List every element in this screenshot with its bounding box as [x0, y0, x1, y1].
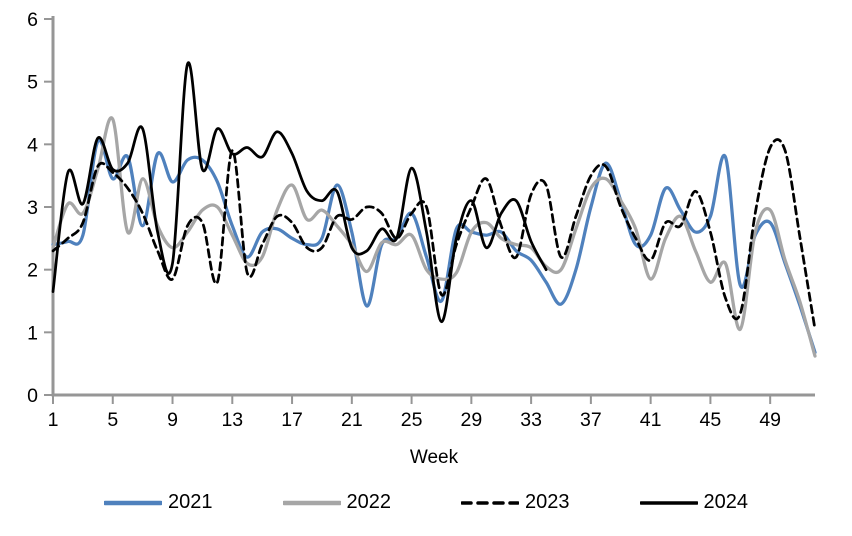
x-tick-label: 21: [341, 409, 363, 431]
legend-swatch-2023: [461, 500, 519, 505]
series-line-2022: [51, 116, 817, 358]
x-tick-label: 29: [461, 409, 483, 431]
x-tick-label: 13: [221, 409, 243, 431]
legend-item-2022: 2022: [282, 491, 392, 514]
legend-label-2024: 2024: [703, 491, 749, 513]
legend-swatch-2024: [639, 500, 698, 505]
x-tick-label: 9: [167, 409, 178, 431]
x-tick-label: 49: [759, 409, 781, 431]
x-tick-label: 1: [48, 409, 59, 431]
y-tick-label: 6: [27, 9, 38, 31]
legend-swatch-2022: [282, 500, 341, 505]
legend-item-2023: 2023: [461, 491, 570, 514]
series-line-2021: [51, 138, 817, 355]
x-tick-label: 5: [107, 409, 118, 431]
y-tick-label: 1: [27, 322, 38, 344]
x-axis-title: Week: [409, 447, 459, 468]
legend-label-2022: 2022: [346, 491, 392, 513]
legend-label-2021: 2021: [168, 491, 213, 513]
legend-item-2021: 2021: [104, 491, 213, 514]
y-tick-label: 2: [27, 260, 38, 282]
y-tick-label: 0: [27, 385, 38, 407]
legend-label-2023: 2023: [525, 491, 570, 513]
y-tick-label: 3: [27, 197, 38, 219]
series-line-2024: [51, 61, 548, 324]
x-tick-label: 45: [700, 409, 722, 431]
x-tick-label: 17: [281, 409, 303, 431]
y-tick-label: 5: [27, 72, 38, 94]
x-tick-label: 33: [520, 409, 542, 431]
legend-item-2024: 2024: [639, 491, 749, 514]
legend-swatch-2021: [104, 500, 162, 505]
series-line-2023: [51, 138, 817, 331]
chart-legend: 2021 2022 2023 2024: [0, 491, 852, 514]
x-tick-label: 25: [401, 409, 423, 431]
x-tick-label: 41: [640, 409, 662, 431]
x-tick-label: 37: [580, 409, 602, 431]
y-tick-label: 4: [27, 134, 38, 156]
